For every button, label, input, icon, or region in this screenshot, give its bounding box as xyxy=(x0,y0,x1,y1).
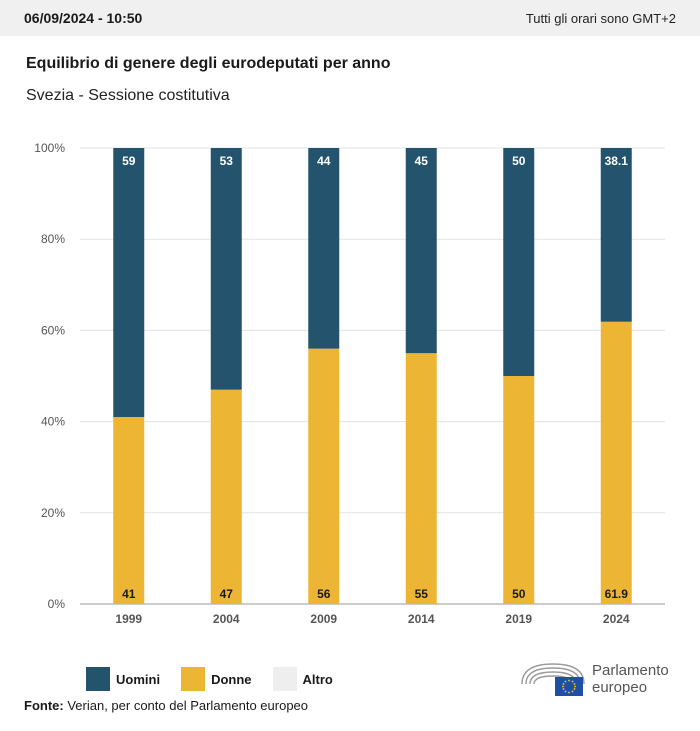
data-label-uomini: 45 xyxy=(415,154,429,168)
data-label-uomini: 53 xyxy=(220,154,234,168)
data-label-donne: 55 xyxy=(415,587,429,601)
bar-uomini xyxy=(113,148,145,418)
y-tick-label: 20% xyxy=(41,506,65,520)
legend-label-donne: Donne xyxy=(211,671,252,687)
parliament-logo: Parlamento europeo xyxy=(520,660,669,698)
bar-donne xyxy=(113,417,145,604)
datetime: 06/09/2024 - 10:50 xyxy=(24,10,143,26)
x-tick-label: 2014 xyxy=(408,612,435,626)
legend-label-uomini: Uomini xyxy=(116,671,161,687)
bar-donne xyxy=(405,353,437,604)
data-label-donne: 61.9 xyxy=(605,587,629,601)
timezone-note: Tutti gli orari sono GMT+2 xyxy=(525,10,676,26)
x-tick-label: 2009 xyxy=(310,612,337,626)
stacked-bar-chart: 0% 20% 40% 60% 80% 100% 59 41 1999 53 47 2004 44 56 20… xyxy=(34,141,665,626)
legend: Uomini Donne Altro xyxy=(86,667,354,691)
y-tick-label: 60% xyxy=(41,323,65,337)
data-label-donne: 50 xyxy=(512,587,526,601)
bar-donne xyxy=(308,348,340,604)
legend-swatch-donne xyxy=(181,667,206,691)
data-label-donne: 56 xyxy=(317,587,331,601)
x-tick-label: 2019 xyxy=(505,612,532,626)
bar-uomini xyxy=(308,148,340,349)
data-label-uomini: 59 xyxy=(122,154,136,168)
eu-parliament-logo-icon xyxy=(521,663,585,696)
legend-item-uomini: Uomini xyxy=(86,667,160,691)
chart-title: Equilibrio di genere degli eurodeputati … xyxy=(26,55,391,72)
data-label-uomini: 38.1 xyxy=(605,154,629,168)
logo-text: Parlamento europeo xyxy=(592,662,669,696)
y-tick-label: 80% xyxy=(41,232,65,246)
chart-subtitle: Svezia - Sessione costitutiva xyxy=(26,87,230,104)
legend-item-altro: Altro xyxy=(272,667,333,691)
bar-donne xyxy=(210,389,242,604)
x-tick-label: 2004 xyxy=(213,612,240,626)
bar-donne xyxy=(600,321,632,604)
y-tick-label: 0% xyxy=(48,597,66,611)
source-text: Verian, per conto del Parlamento europeo xyxy=(67,698,309,713)
source-label: Fonte: xyxy=(24,698,64,713)
bar-uomini xyxy=(503,148,535,376)
bar-donne xyxy=(503,376,535,604)
logo-line-1: Parlamento xyxy=(592,662,669,679)
legend-item-donne: Donne xyxy=(181,667,252,691)
x-tick-label: 2024 xyxy=(603,612,630,626)
bar-uomini xyxy=(405,148,437,354)
bar-uomini xyxy=(600,148,632,322)
x-tick-label: 1999 xyxy=(115,612,142,626)
logo-line-2: europeo xyxy=(592,679,648,696)
source-note: Fonte: Verian, per conto del Parlamento … xyxy=(24,698,308,713)
data-label-donne: 47 xyxy=(220,587,234,601)
header-bar: 06/09/2024 - 10:50 Tutti gli orari sono … xyxy=(0,0,700,36)
bar-uomini xyxy=(210,148,242,390)
legend-swatch-altro xyxy=(272,667,297,691)
y-tick-label: 100% xyxy=(34,141,65,155)
data-label-donne: 41 xyxy=(122,587,136,601)
y-tick-label: 40% xyxy=(41,415,65,429)
data-label-uomini: 50 xyxy=(512,154,526,168)
data-label-uomini: 44 xyxy=(317,154,331,168)
legend-label-altro: Altro xyxy=(302,671,333,687)
legend-swatch-uomini xyxy=(86,667,110,691)
